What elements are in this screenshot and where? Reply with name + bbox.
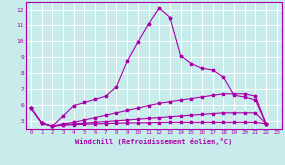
X-axis label: Windchill (Refroidissement éolien,°C): Windchill (Refroidissement éolien,°C) bbox=[75, 138, 233, 145]
